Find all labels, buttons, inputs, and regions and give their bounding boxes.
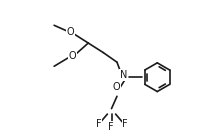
Text: F: F bbox=[96, 119, 101, 129]
Text: F: F bbox=[122, 119, 128, 129]
Text: N: N bbox=[120, 70, 128, 80]
Text: O: O bbox=[66, 27, 74, 37]
Text: O: O bbox=[112, 82, 120, 92]
Text: O: O bbox=[69, 51, 76, 61]
Text: F: F bbox=[108, 122, 114, 132]
